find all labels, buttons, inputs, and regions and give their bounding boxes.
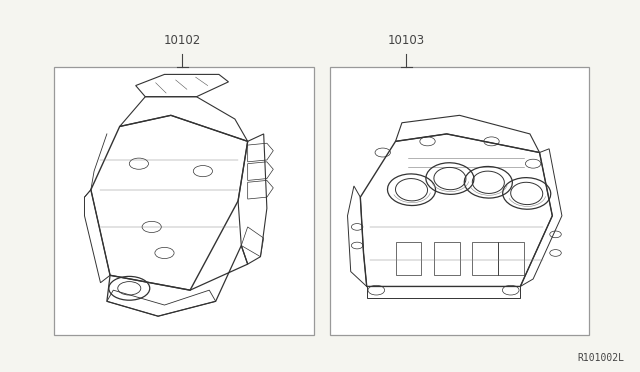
Text: 10102: 10102 (164, 33, 201, 46)
Bar (54, 67, 314, 335)
Text: 10103: 10103 (388, 33, 425, 46)
Text: R101002L: R101002L (577, 353, 624, 363)
Bar (330, 67, 589, 335)
